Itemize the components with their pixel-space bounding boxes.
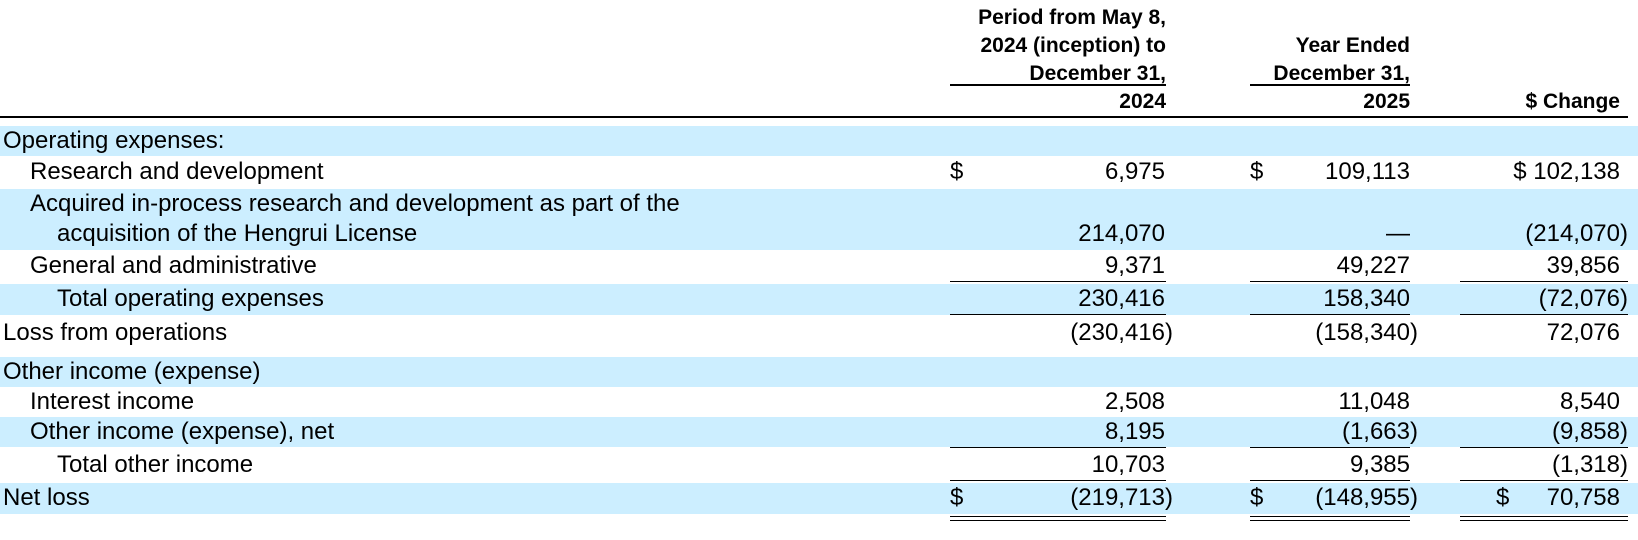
column-header-period-2024: Period from May 8, 2024 (inception) to D… xyxy=(920,4,1166,116)
value-change: (214,070) xyxy=(1525,220,1628,247)
row-label: Net loss xyxy=(3,484,90,511)
row-label: Loss from operations xyxy=(3,319,228,346)
subtotal-rule xyxy=(1460,447,1628,448)
table-row-other-income-heading: Other income (expense) xyxy=(0,357,1638,387)
table-row-total-other-income: Total other income 10,703 9,385 (1,318) xyxy=(0,450,1638,480)
value-2024: (230,416) xyxy=(1070,319,1173,346)
table-row-operating-expenses-heading: Operating expenses: xyxy=(0,126,1638,156)
value-2025: 49,227 xyxy=(1336,252,1410,279)
total-rule xyxy=(1250,314,1410,315)
subtotal-rule xyxy=(1250,281,1410,282)
subtotal-rule xyxy=(950,447,1166,448)
total-rule xyxy=(950,480,1166,481)
value-2024: 8,195 xyxy=(1104,418,1165,445)
value-2024: 9,371 xyxy=(1104,252,1165,279)
currency-symbol: $ xyxy=(1496,484,1510,511)
double-rule-bottom xyxy=(950,520,1166,521)
row-label: Total operating expenses xyxy=(57,285,324,312)
row-label: General and administrative xyxy=(30,252,317,279)
currency-symbol: $ xyxy=(950,484,964,511)
value-change: 8,540 xyxy=(1559,388,1620,415)
subtotal-rule xyxy=(950,281,1166,282)
row-label: Other income (expense), net xyxy=(30,418,335,445)
table-row-loss-from-operations: Loss from operations (230,416) (158,340)… xyxy=(0,318,1638,348)
value-2025: (1,663) xyxy=(1341,418,1418,445)
value-2024: 214,070 xyxy=(1078,220,1165,247)
total-rule xyxy=(1250,480,1410,481)
double-rule-bottom xyxy=(1460,520,1628,521)
value-change: (9,858) xyxy=(1551,418,1628,445)
column-header-line: December 31, xyxy=(1273,62,1410,85)
row-label: Research and development xyxy=(30,158,324,185)
value-2025: — xyxy=(1386,220,1410,247)
value-change: 39,856 xyxy=(1546,252,1620,279)
total-rule xyxy=(1460,314,1628,315)
column-header-line: December 31, xyxy=(1029,62,1166,85)
double-rule-bottom xyxy=(1250,520,1410,521)
value-2025: (158,340) xyxy=(1315,319,1418,346)
currency-symbol: $ xyxy=(950,158,964,185)
value-change: 72,076 xyxy=(1546,319,1620,346)
value-2025: 158,340 xyxy=(1323,285,1410,312)
value-2025: 9,385 xyxy=(1349,451,1410,478)
table-row-research-development: Research and development $ 6,975 $ 109,1… xyxy=(0,157,1638,187)
double-rule-top xyxy=(950,516,1166,517)
double-rule-top xyxy=(1460,516,1628,517)
value-2025: 109,113 xyxy=(1325,158,1410,185)
row-label: Other income (expense) xyxy=(3,358,261,385)
column-header-line: Year Ended xyxy=(1295,34,1410,57)
value-change: (72,076) xyxy=(1538,285,1628,312)
subtotal-rule xyxy=(1250,447,1410,448)
column-header-line: Period from May 8, xyxy=(978,6,1166,29)
value-2024: (219,713) xyxy=(1070,484,1173,511)
value-2025: (148,955) xyxy=(1315,484,1418,511)
table-row-general-administrative: General and administrative 9,371 49,227 … xyxy=(0,251,1638,281)
table-row-other-income-net: Other income (expense), net 8,195 (1,663… xyxy=(0,417,1638,447)
total-rule xyxy=(1460,480,1628,481)
value-change: $ 102,138 xyxy=(1513,158,1620,185)
value-2024: 230,416 xyxy=(1078,285,1165,312)
currency-symbol: $ xyxy=(1250,484,1264,511)
row-label-continued: acquisition of the Hengrui License xyxy=(57,220,418,247)
column-header-line: 2024 (inception) to xyxy=(980,34,1166,57)
column-header-underline xyxy=(1250,84,1410,86)
value-2024: 10,703 xyxy=(1091,451,1165,478)
value-change: 70,758 xyxy=(1546,484,1620,511)
subtotal-rule xyxy=(1460,281,1628,282)
double-rule-top xyxy=(1250,516,1410,517)
row-label: Acquired in-process research and develop… xyxy=(30,190,680,217)
table-row-net-loss: Net loss $ (219,713) $ (148,955) $ 70,75… xyxy=(0,483,1638,514)
value-2024: 6,975 xyxy=(1104,158,1165,185)
row-label: Operating expenses: xyxy=(3,127,225,154)
row-label: Interest income xyxy=(30,388,195,415)
column-header-change: $ Change xyxy=(1440,88,1620,116)
column-header-line: 2025 xyxy=(1363,90,1410,113)
column-header-line: $ Change xyxy=(1525,90,1620,113)
column-header-year-2025: Year Ended December 31, 2025 xyxy=(1170,32,1410,116)
table-row-acquired-iprd: Acquired in-process research and develop… xyxy=(0,189,1638,250)
table-row-total-operating-expenses: Total operating expenses 230,416 158,340… xyxy=(0,284,1638,315)
column-header-underline xyxy=(950,84,1166,86)
header-rule xyxy=(0,116,1628,118)
value-change: (1,318) xyxy=(1551,451,1628,478)
table-row-interest-income: Interest income 2,508 11,048 8,540 xyxy=(0,387,1638,417)
value-2024: 2,508 xyxy=(1104,388,1165,415)
column-header-line: 2024 xyxy=(1119,90,1166,113)
row-label: Total other income xyxy=(57,451,254,478)
total-rule xyxy=(950,314,1166,315)
value-2025: 11,048 xyxy=(1338,388,1410,415)
currency-symbol: $ xyxy=(1250,158,1264,185)
